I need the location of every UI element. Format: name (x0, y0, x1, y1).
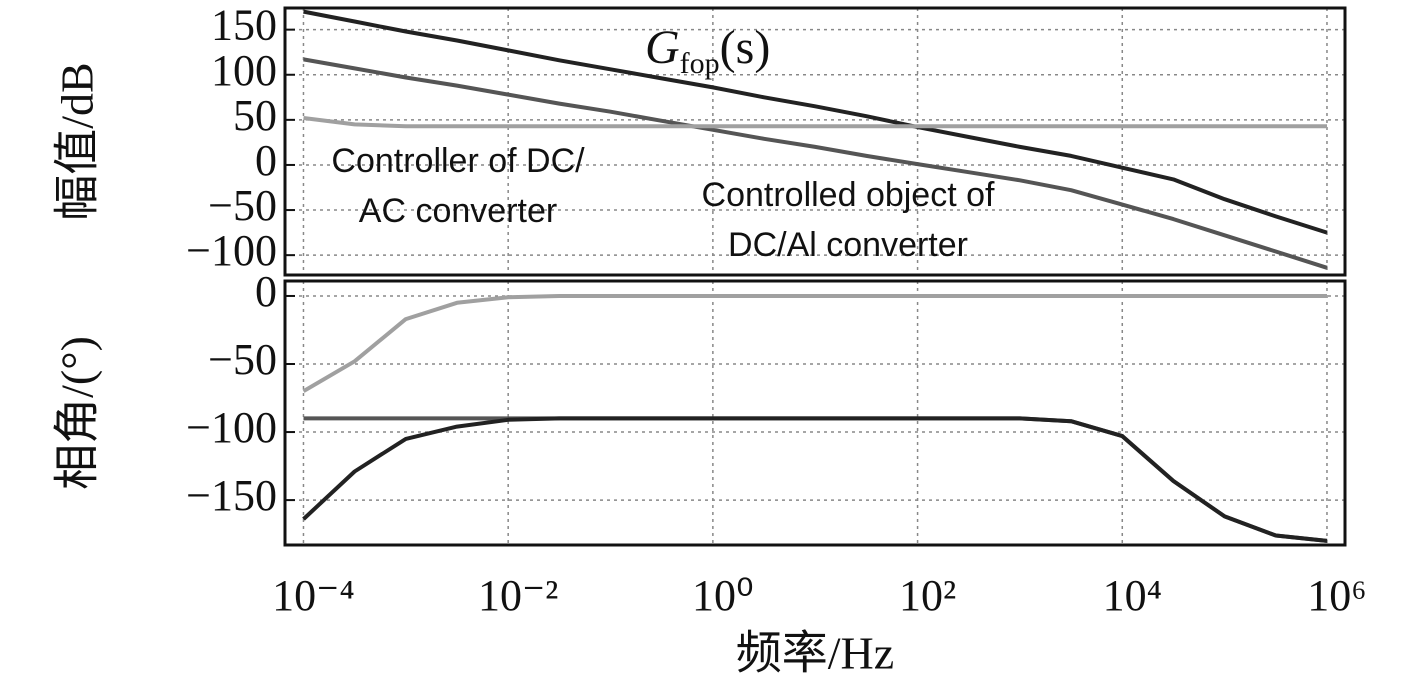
y-tick-label: 0 (255, 136, 277, 185)
y-tick-label: 0 (255, 267, 277, 316)
title-sub: fop (680, 47, 720, 80)
y-axis-label: 幅值/dB (52, 62, 103, 220)
plot-frame (283, 279, 1347, 547)
x-axis-label: 频率/Hz (736, 628, 894, 679)
series-line (302, 294, 1327, 393)
chart-title: Gfop(s) (645, 21, 770, 80)
x-tick-label: 10⁻² (478, 571, 558, 620)
x-tick-label: 10⁻⁴ (272, 571, 355, 620)
x-tick-label: 10² (899, 571, 956, 620)
annotation: DC/Al converter (728, 226, 968, 264)
y-tick-label: −100 (186, 403, 277, 452)
y-tick-label: 50 (233, 91, 277, 140)
annotation: Controlled object of (702, 176, 996, 214)
series-line (303, 116, 1327, 129)
y-tick-label: −150 (186, 471, 277, 520)
annotation: Controller of DC/ (331, 142, 585, 180)
series-line (302, 416, 1328, 543)
title-base: G (645, 21, 680, 74)
title-arg: (s) (720, 21, 771, 74)
y-tick-label: −50 (208, 335, 277, 384)
y-tick-label: −50 (208, 181, 277, 230)
annotation: AC converter (359, 192, 557, 230)
y-tick-label: 150 (211, 1, 277, 50)
y-axis-label: 相角/(°) (52, 336, 103, 490)
y-tick-label: 100 (211, 46, 277, 95)
series-line (303, 57, 1328, 270)
x-tick-label: 10⁶ (1307, 571, 1366, 620)
series-line (303, 9, 1328, 235)
x-tick-label: 10⁴ (1103, 571, 1162, 620)
plot-frame (283, 6, 1347, 277)
x-tick-label: 10⁰ (692, 571, 754, 620)
y-tick-label: −100 (186, 226, 277, 275)
